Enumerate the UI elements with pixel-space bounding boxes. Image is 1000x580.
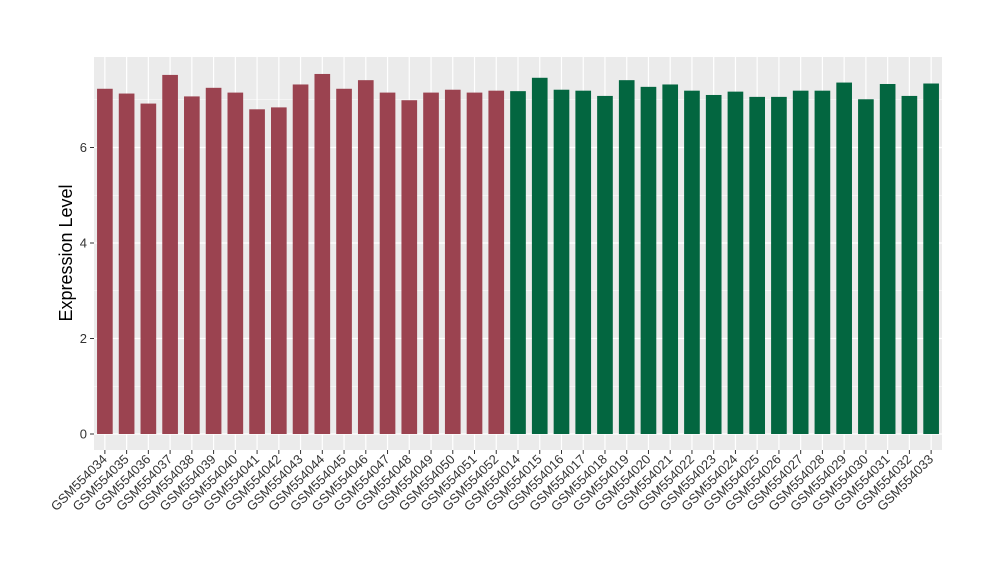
bar <box>292 84 309 434</box>
bar <box>771 96 787 434</box>
bar <box>553 89 570 434</box>
bar <box>336 88 352 434</box>
bar <box>727 91 744 434</box>
bar <box>118 93 135 434</box>
bars <box>97 73 939 435</box>
bar <box>227 92 244 435</box>
bar <box>858 99 874 435</box>
bar <box>140 103 157 434</box>
bar <box>357 80 374 435</box>
y-axis-title: Expression Level <box>56 184 76 321</box>
bar <box>705 94 722 434</box>
bar <box>640 86 657 435</box>
bar <box>184 96 200 434</box>
bar <box>901 95 918 435</box>
bar <box>879 83 896 435</box>
bar <box>270 107 287 434</box>
bar <box>575 90 592 435</box>
bar <box>814 90 831 435</box>
bar <box>444 89 461 434</box>
bar <box>684 90 700 435</box>
bar <box>401 100 418 434</box>
y-axis: 0 2 4 6 <box>80 140 94 442</box>
y-tick-label: 6 <box>80 140 87 155</box>
bar <box>836 82 852 434</box>
bar <box>205 87 222 434</box>
bar <box>792 90 809 435</box>
bar <box>379 92 396 435</box>
bar <box>466 92 483 435</box>
bar <box>488 90 505 435</box>
y-tick-label: 4 <box>80 236 87 251</box>
bar <box>97 88 113 434</box>
bar <box>423 92 439 435</box>
bar <box>749 96 766 434</box>
x-axis: GSM554034GSM554035GSM554036GSM554037GSM5… <box>48 450 936 514</box>
y-tick-label: 0 <box>80 427 87 442</box>
bar <box>510 91 526 434</box>
bar <box>662 84 679 434</box>
bar <box>531 77 548 434</box>
y-tick-label: 2 <box>80 331 87 346</box>
bar <box>162 74 178 435</box>
bar <box>618 80 635 435</box>
bar <box>923 83 939 434</box>
bar <box>597 95 613 435</box>
bar <box>249 109 265 435</box>
bar <box>314 73 331 434</box>
